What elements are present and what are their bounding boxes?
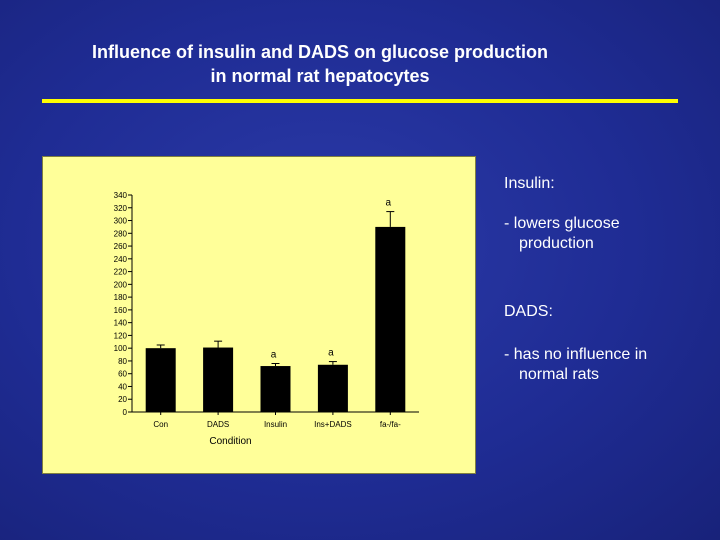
y-tick-label: 40	[118, 382, 127, 391]
dads-heading: DADS:	[504, 303, 553, 320]
y-tick-label: 140	[114, 319, 128, 328]
significance-label: a	[271, 349, 277, 360]
y-tick-label: 0	[123, 408, 128, 417]
y-tick-label: 200	[114, 280, 128, 289]
y-tick-label: 260	[114, 242, 128, 251]
x-tick-label: DADS	[207, 420, 229, 429]
y-tick-label: 160	[114, 306, 128, 315]
y-tick-label: 120	[114, 331, 128, 340]
x-tick-label: Insulin	[264, 420, 287, 429]
bar	[375, 226, 406, 412]
insulin-note-line-2: production	[519, 235, 594, 252]
dads-note-line-2: normal rats	[519, 366, 600, 383]
glucose-bar-chart: 0 20 40 60 80 100 120 140 160 180 200 220 240 260 280 3…	[114, 191, 419, 447]
bar	[145, 348, 176, 412]
y-tick-label: 20	[118, 395, 127, 404]
title-divider	[42, 99, 678, 103]
significance-label: a	[386, 198, 392, 209]
x-axis-label: Condition	[209, 436, 251, 447]
insulin-note-line-1: - lowers glucose	[504, 215, 620, 232]
x-tick-label: Ins+DADS	[314, 420, 352, 429]
y-tick-label: 340	[114, 191, 128, 200]
slide-title-line-2: in normal rat hepatocytes	[210, 66, 430, 86]
y-tick-label: 180	[114, 293, 128, 302]
insulin-heading: Insulin:	[504, 175, 555, 192]
y-tick-label: 240	[114, 255, 128, 264]
y-tick-label: 220	[114, 268, 128, 277]
dads-note-line-1: - has no influence in	[504, 346, 648, 363]
x-tick-label: fa-/fa-	[380, 420, 401, 429]
y-tick-label: 320	[114, 204, 128, 213]
x-tick-label: Con	[153, 420, 168, 429]
bar	[317, 364, 348, 412]
y-tick-label: 100	[114, 344, 128, 353]
significance-label: a	[328, 348, 334, 359]
chart-panel: 0 20 40 60 80 100 120 140 160 180 200 220 240 260 280 3…	[42, 156, 476, 474]
slide-title-line-1: Influence of insulin and DADS on glucose…	[91, 42, 548, 62]
bar	[203, 347, 234, 412]
y-tick-label: 280	[114, 229, 128, 238]
y-tick-label: 300	[114, 217, 128, 226]
y-tick-label: 80	[118, 357, 127, 366]
bar	[260, 366, 291, 412]
y-tick-label: 60	[118, 370, 127, 379]
